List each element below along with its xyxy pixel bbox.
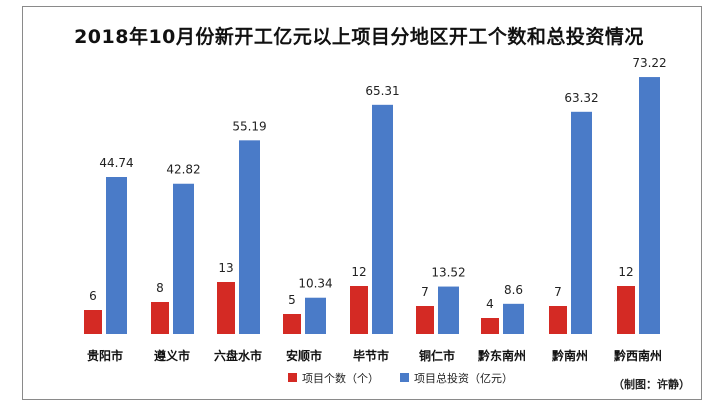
label-count-2: 13 [218,261,233,275]
bar-investment-2 [239,140,260,334]
bar-investment-7 [571,111,592,334]
label-count-6: 4 [486,297,494,311]
label-count-3: 5 [288,293,296,307]
category-label-2: 六盘水市 [214,348,262,363]
label-count-4: 12 [351,265,366,279]
bar-count-6 [481,318,499,334]
label-investment-1: 42.82 [166,163,200,177]
legend-count-label: 项目个数（个） [302,372,379,385]
label-count-8: 12 [618,265,633,279]
category-label-4: 毕节市 [353,348,389,363]
bar-count-7 [549,306,567,334]
bar-count-4 [350,286,368,334]
label-investment-5: 13.52 [431,266,465,280]
bar-investment-4 [372,104,393,334]
category-label-1: 遵义市 [154,348,190,363]
bar-investment-3 [305,297,326,334]
bar-count-8 [617,286,635,334]
category-label-5: 铜仁市 [419,348,455,363]
chart-credit: （制图：许静） [613,377,690,391]
chart-title: 2018年10月份新开工亿元以上项目分地区开工个数和总投资情况 [74,26,644,48]
label-investment-8: 73.22 [632,56,666,70]
label-investment-6: 8.6 [504,283,523,297]
bar-count-0 [84,310,102,334]
label-investment-7: 63.32 [564,91,598,105]
legend-count-swatch [288,373,297,382]
bar-count-3 [283,314,301,334]
bar-investment-6 [503,303,524,334]
category-label-3: 安顺市 [286,348,322,363]
category-label-6: 黔东南州 [478,348,526,363]
label-investment-3: 10.34 [298,277,332,291]
bar-count-2 [217,282,235,334]
category-label-0: 贵阳市 [87,348,123,363]
label-count-0: 6 [89,289,97,303]
legend-investment-swatch [400,373,409,382]
legend-investment-label: 项目总投资（亿元） [414,371,513,385]
bar-investment-0 [106,177,127,334]
category-label-7: 黔南州 [552,348,588,363]
bar-investment-5 [438,286,459,334]
label-count-1: 8 [156,281,164,295]
label-count-7: 7 [554,285,562,299]
label-count-5: 7 [421,285,429,299]
bar-investment-1 [173,183,194,334]
label-investment-4: 65.31 [365,84,399,98]
bar-count-1 [151,302,169,334]
label-investment-0: 44.74 [99,156,133,170]
bar-investment-8 [639,77,660,334]
category-label-8: 黔西南州 [614,348,662,363]
label-investment-2: 55.19 [232,119,266,133]
bar-count-5 [416,306,434,334]
